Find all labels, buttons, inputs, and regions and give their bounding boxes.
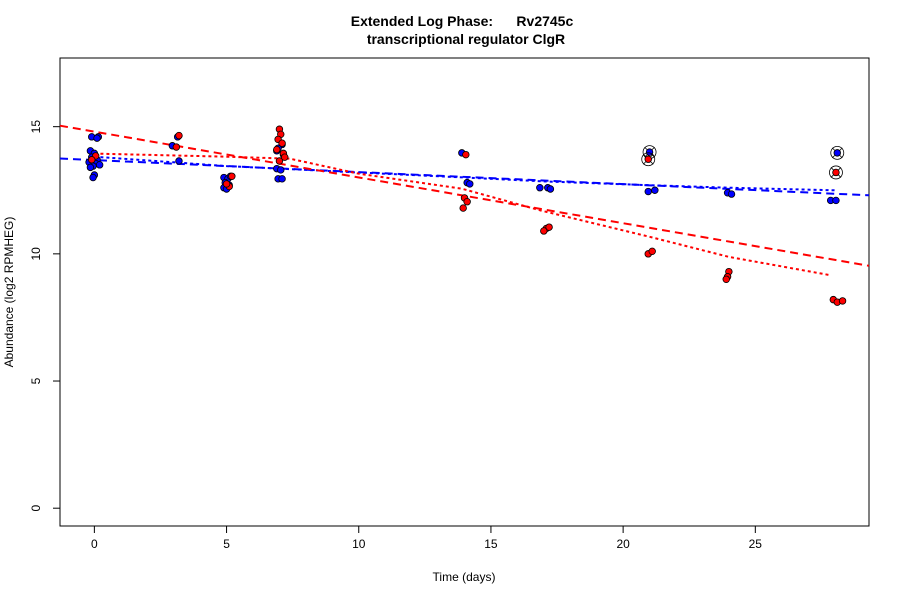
regression-line [59,157,870,197]
data-point [93,134,101,142]
data-point [536,184,544,192]
loess-curve [94,155,835,192]
x-axis-label: Time (days) [433,570,496,584]
data-point [644,187,652,196]
data-point [86,163,95,172]
data-point [172,143,181,151]
x-tick-label: 10 [352,537,366,551]
data-point [833,149,841,157]
outlier-marker [829,165,843,180]
data-point [278,139,286,147]
data-point [722,275,730,283]
data-point [651,186,659,194]
data-point [466,180,474,188]
loess-curve [94,152,830,276]
data-point [459,204,467,212]
data-point [838,297,847,305]
x-tick-label: 25 [749,537,763,551]
data-point [273,145,281,154]
data-point [644,155,652,163]
y-tick-label: 5 [29,377,43,384]
outlier-marker [830,145,845,160]
data-point [175,157,183,165]
x-tick-label: 20 [616,537,630,551]
data-point [95,161,104,169]
data-point [228,172,236,180]
data-point [648,247,656,256]
data-point [222,180,231,188]
data-point [832,168,840,177]
data-point [89,173,97,182]
data-point [88,156,96,164]
data-point [277,166,285,174]
data-point [462,150,470,159]
data-point [463,198,471,206]
y-tick-label: 10 [29,247,43,261]
y-tick-label: 15 [29,120,43,134]
data-point [275,157,284,165]
data-point [645,148,654,156]
chart-title: Extended Log Phase: Rv2745c [351,13,574,29]
data-point [546,185,555,193]
y-axis-label: Abundance (log2 RPMHEG) [2,217,16,368]
data-point [545,223,553,231]
x-tick-label: 15 [484,537,498,551]
data-point [175,131,183,140]
outlier-ring [830,145,845,160]
x-tick-label: 0 [91,537,98,551]
outlier-ring [641,152,656,167]
x-tick-label: 5 [223,537,230,551]
data-point [832,196,840,205]
outlier-ring [829,165,843,180]
y-tick-label: 0 [29,505,43,512]
chart-subtitle: transcriptional regulator ClgR [367,31,565,47]
data-point [278,175,286,183]
data-point [540,227,548,235]
outlier-marker [641,152,656,167]
data-point [727,190,736,198]
data-point [281,153,289,161]
plot-frame [59,57,870,527]
